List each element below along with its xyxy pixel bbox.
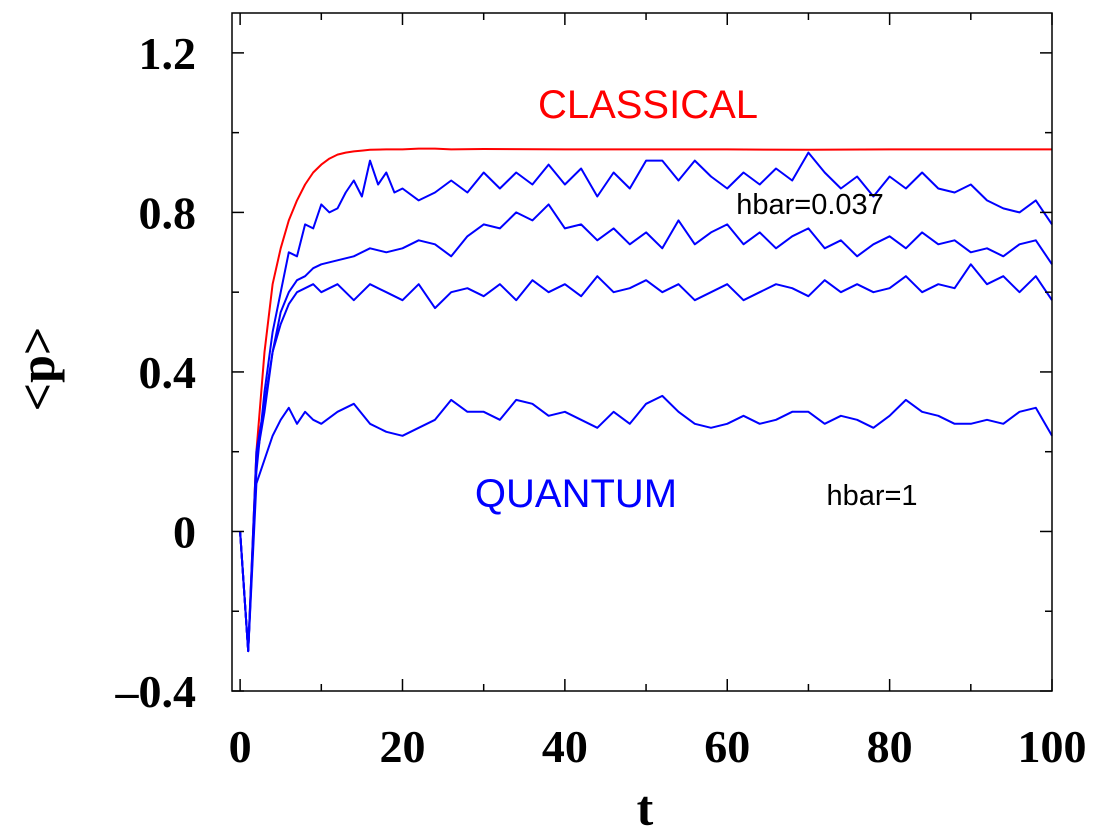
x-tick-label: 20	[379, 721, 425, 772]
x-tick-label: 0	[229, 721, 252, 772]
y-tick-label: 0.8	[139, 187, 197, 238]
x-tick-label: 60	[704, 721, 750, 772]
x-tick-label: 100	[1018, 721, 1087, 772]
y-axis-title: <p>	[9, 327, 65, 412]
x-axis-title: t	[637, 780, 654, 836]
y-tick-label: –0.4	[115, 666, 197, 717]
x-tick-label: 40	[542, 721, 588, 772]
plot-frame	[231, 12, 1053, 692]
series-line-1	[239, 147, 1052, 653]
series-line-4	[239, 263, 1053, 653]
classical-label: CLASSICAL	[538, 83, 758, 127]
y-tick-label: 0.4	[139, 347, 197, 398]
series-layer	[239, 147, 1053, 653]
tick-layer: 0 20 40 60 80 100 –0.4 0 0.4 0.8 1.2	[115, 13, 1087, 772]
y-tick-label: 1.2	[139, 28, 197, 79]
series-line-3	[239, 203, 1053, 653]
y-tick-label: 0	[173, 506, 196, 557]
hbar-large-label: hbar=1	[826, 480, 917, 512]
series-line-2	[239, 151, 1053, 653]
series-line-5	[239, 394, 1053, 653]
x-tick-label: 80	[867, 721, 913, 772]
quantum-label: QUANTUM	[475, 472, 677, 516]
hbar-small-label: hbar=0.037	[736, 189, 884, 221]
